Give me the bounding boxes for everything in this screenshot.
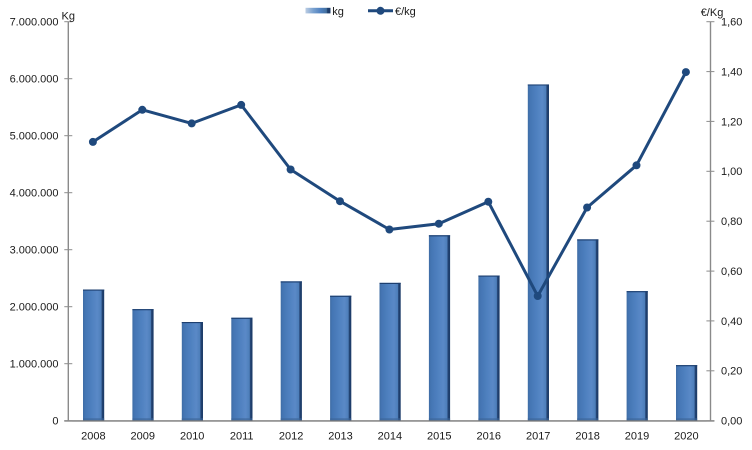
svg-text:2010: 2010 [180,431,204,443]
svg-text:2012: 2012 [279,431,303,443]
svg-text:1,20: 1,20 [721,116,742,128]
svg-text:0,20: 0,20 [721,366,742,378]
svg-text:3.000.000: 3.000.000 [10,245,59,257]
svg-text:1,00: 1,00 [721,166,742,178]
svg-text:0: 0 [52,416,58,428]
svg-text:2008: 2008 [81,431,105,443]
svg-text:0,40: 0,40 [721,316,742,328]
svg-text:0,00: 0,00 [721,416,742,428]
svg-text:2015: 2015 [427,431,451,443]
svg-text:1,60: 1,60 [721,17,742,29]
svg-text:Kg: Kg [62,11,75,23]
svg-text:6.000.000: 6.000.000 [10,74,59,86]
svg-text:1.000.000: 1.000.000 [10,359,59,371]
svg-text:1,40: 1,40 [721,67,742,79]
svg-text:kg: kg [332,6,344,18]
svg-text:5.000.000: 5.000.000 [10,131,59,143]
svg-text:€/kg: €/kg [395,6,416,18]
svg-text:2018: 2018 [575,431,599,443]
svg-text:4.000.000: 4.000.000 [10,188,59,200]
svg-text:2016: 2016 [477,431,501,443]
svg-text:2019: 2019 [625,431,649,443]
svg-text:2014: 2014 [378,431,402,443]
svg-text:7.000.000: 7.000.000 [10,17,59,29]
svg-text:2009: 2009 [131,431,155,443]
svg-text:€/Kg: €/Kg [701,7,724,19]
svg-text:0,60: 0,60 [721,266,742,278]
svg-text:2011: 2011 [230,431,254,443]
svg-text:2.000.000: 2.000.000 [10,302,59,314]
svg-text:2013: 2013 [328,431,352,443]
svg-text:2020: 2020 [674,431,698,443]
svg-text:0,80: 0,80 [721,216,742,228]
svg-text:2017: 2017 [526,431,550,443]
